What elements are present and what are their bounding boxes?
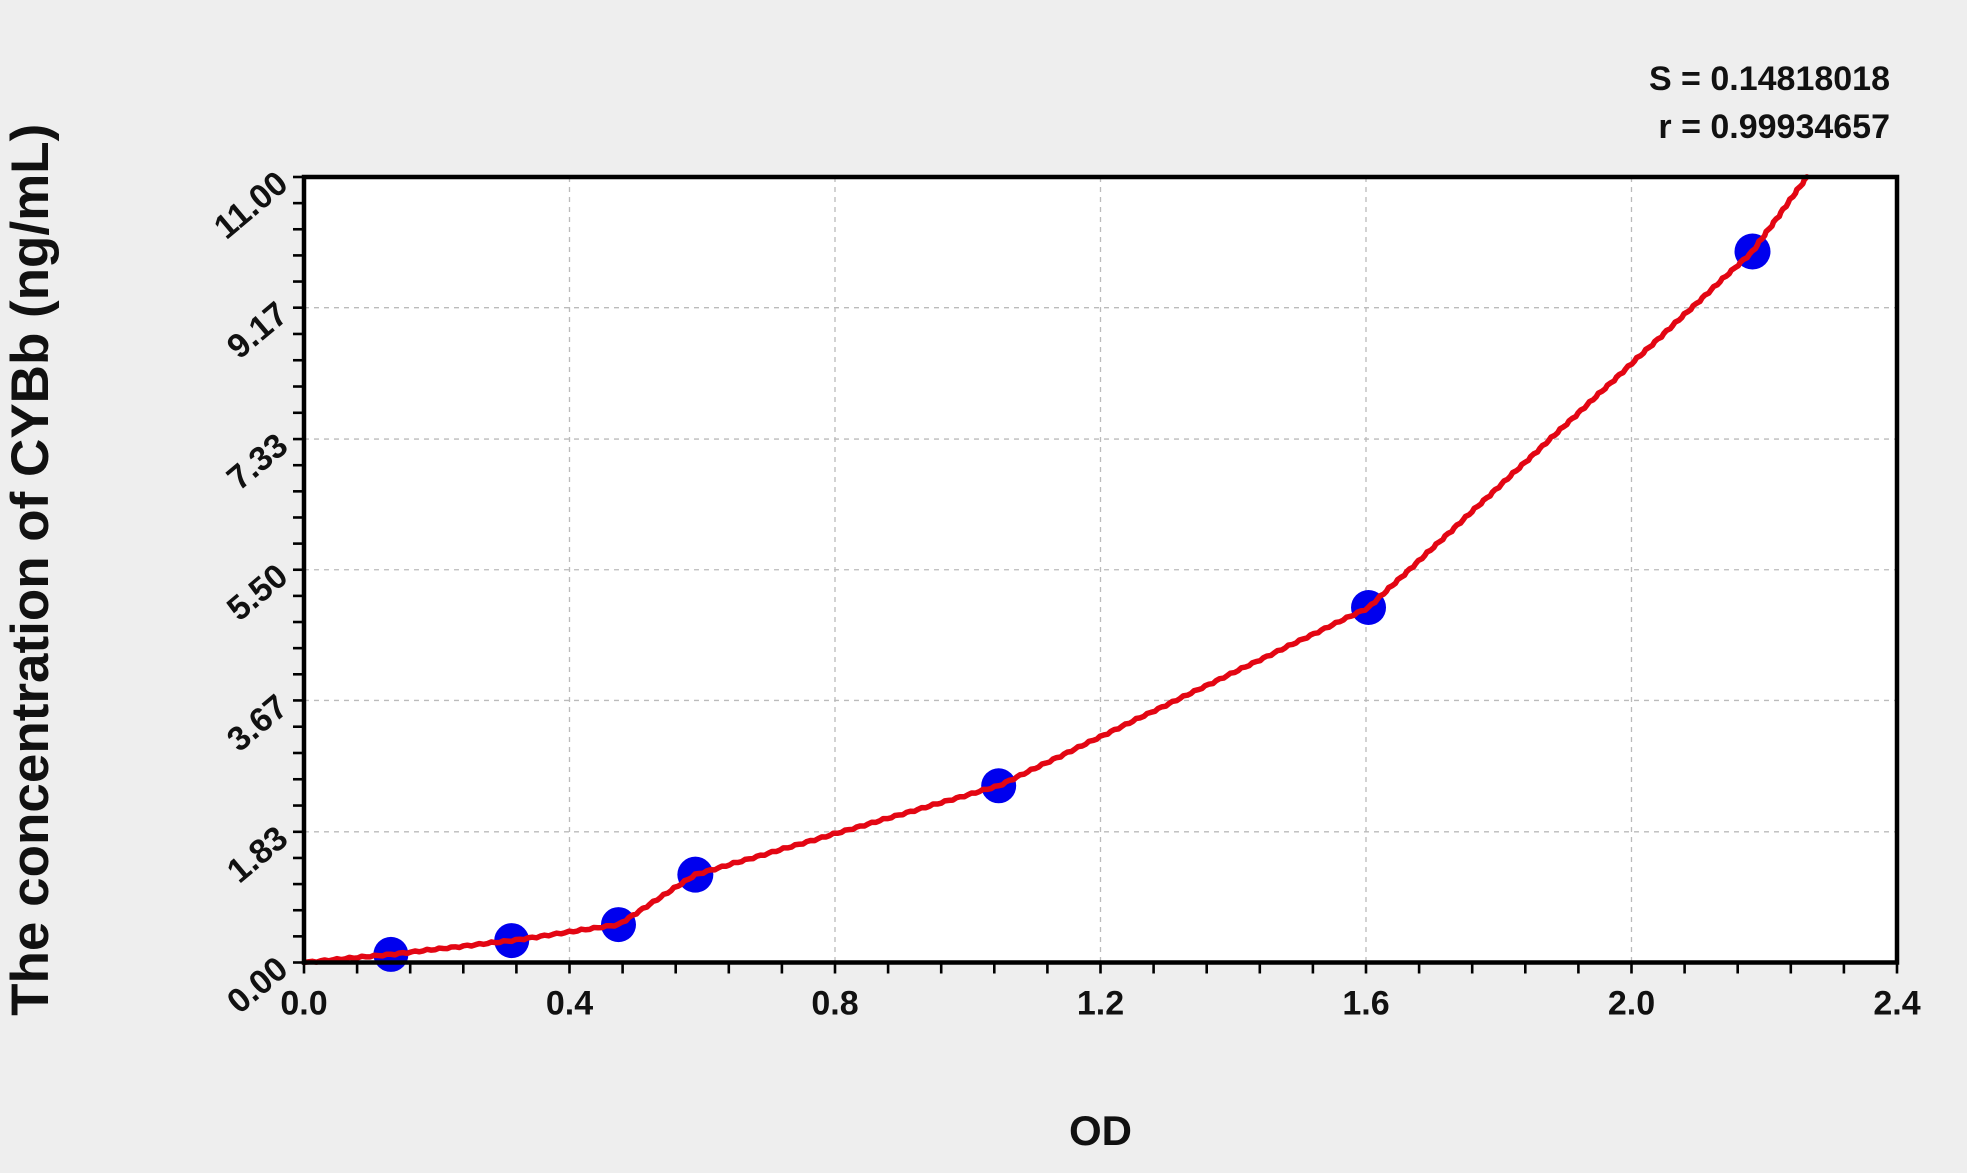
svg-text:The concentration of CYBb (ng/: The concentration of CYBb (ng/mL) — [1, 124, 60, 1016]
svg-text:1.6: 1.6 — [1342, 985, 1389, 1023]
svg-text:0.8: 0.8 — [811, 985, 858, 1023]
svg-text:2.4: 2.4 — [1873, 985, 1920, 1023]
svg-text:2.0: 2.0 — [1608, 985, 1655, 1023]
svg-text:0.0: 0.0 — [280, 985, 327, 1023]
svg-text:OD: OD — [1069, 1107, 1132, 1154]
svg-text:r = 0.99934657: r = 0.99934657 — [1658, 108, 1890, 146]
svg-text:1.2: 1.2 — [1077, 985, 1124, 1023]
svg-text:0.4: 0.4 — [546, 985, 593, 1023]
svg-text:S = 0.14818018: S = 0.14818018 — [1649, 60, 1890, 98]
